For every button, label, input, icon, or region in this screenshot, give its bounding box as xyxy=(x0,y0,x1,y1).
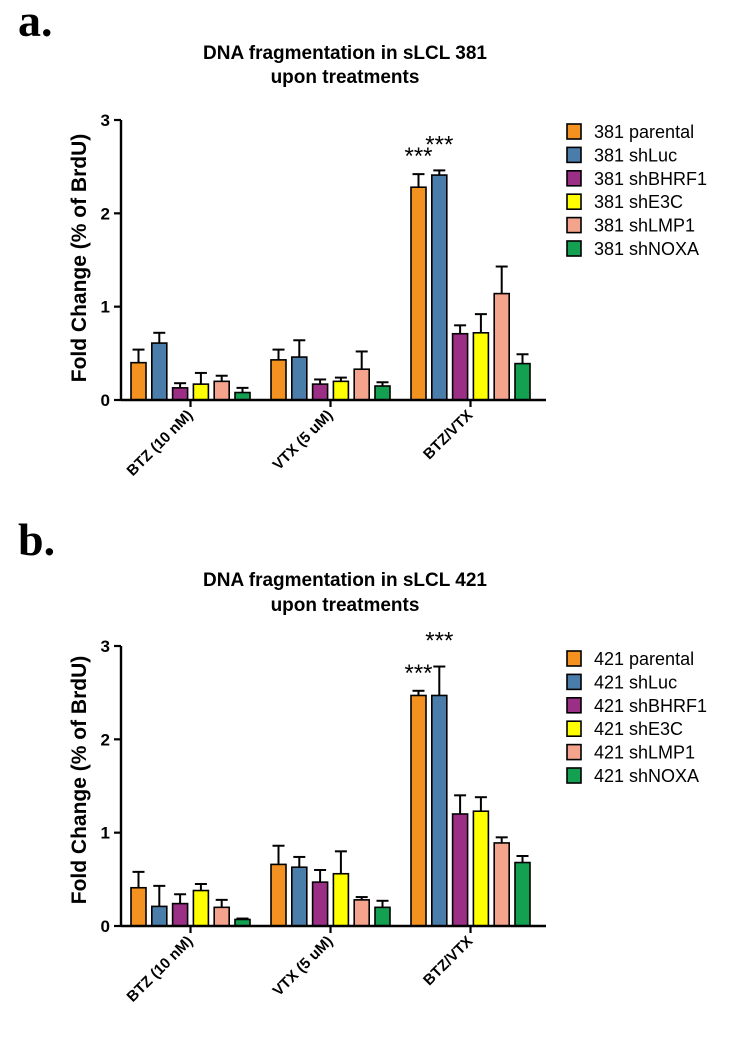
legend-label: 421 parental xyxy=(594,649,694,669)
y-tick-label: 1 xyxy=(101,298,110,317)
legend-swatch xyxy=(566,696,582,714)
legend-label: 381 parental xyxy=(594,122,694,142)
bar-btz-vtx-421-parental xyxy=(410,694,427,927)
panel-b-legend: 421 parental 421 shLuc 421 shBHRF1 421 shE3… xyxy=(566,649,707,786)
bar-vtx-5-um--421-shbhrf1 xyxy=(311,881,329,927)
panel-a-plot-area: 0 1 2 3 BTZ (10 nM) VTX (5 uM) BTZ/VTX ****** xyxy=(101,111,546,480)
legend-swatch xyxy=(566,650,582,667)
x-tick-label: BTZ/VTX xyxy=(420,933,476,989)
significance-marker: *** xyxy=(404,143,432,170)
legend-swatch xyxy=(566,240,582,257)
bar-vtx-5-um--421-parental xyxy=(270,863,287,927)
panel-a-y-axis-label: Fold Change (% of BrdU) xyxy=(68,134,91,382)
bar-btz-10-nm--421-parental xyxy=(130,886,147,927)
panel-a: a. DNA fragmentation in sLCL 381 upon tr… xyxy=(18,0,707,480)
panel-b-plot-area: 0 1 2 3 BTZ (10 nM) VTX (5 uM) BTZ/VTX *** *** xyxy=(101,628,546,1006)
legend-label: 381 shLMP1 xyxy=(594,216,695,236)
legend-swatch xyxy=(566,193,582,210)
legend-label: 381 shNOXA xyxy=(594,239,699,259)
bar-vtx-5-um--381-shluc xyxy=(290,356,308,401)
bar-vtx-5-um--381-shbhrf1 xyxy=(311,383,329,401)
significance-marker: *** xyxy=(425,131,453,158)
legend-swatch xyxy=(566,743,582,761)
legend-label: 421 shE3C xyxy=(594,719,683,739)
x-tick-label: VTX (5 uM) xyxy=(270,933,337,1000)
panel-b-title-line-2: upon treatments xyxy=(271,595,420,616)
bar-btz-vtx-421-shluc xyxy=(430,694,448,927)
significance-marker: *** xyxy=(425,628,453,655)
panel-a-title-line-2: upon treatments xyxy=(271,67,420,88)
bar-vtx-5-um--421-shlmp1 xyxy=(353,899,371,927)
bar-vtx-5-um--381-parental xyxy=(270,359,287,401)
bar-btz-vtx-381-shluc xyxy=(430,174,448,401)
bar-btz-10-nm--381-parental xyxy=(130,361,147,401)
bar-btz-vtx-381-parental xyxy=(410,186,427,401)
bar-btz-10-nm--381-shbhrf1 xyxy=(171,387,189,401)
legend-label: 421 shNOXA xyxy=(594,766,699,786)
panel-a-label: a. xyxy=(18,0,53,46)
bar-btz-10-nm--421-shlmp1 xyxy=(213,906,230,927)
bar-btz-10-nm--421-she3c xyxy=(192,889,210,927)
bar-vtx-5-um--421-she3c xyxy=(332,872,350,927)
bar-vtx-5-um--381-shlmp1 xyxy=(353,368,371,401)
bar-btz-10-nm--421-shluc xyxy=(151,905,168,927)
bar-btz-vtx-381-shbhrf1 xyxy=(451,332,469,401)
panel-b: b. DNA fragmentation in sLCL 421 upon tr… xyxy=(18,514,707,1006)
legend-label: 381 shBHRF1 xyxy=(594,169,707,189)
legend-swatch xyxy=(566,170,582,187)
y-tick-label: 0 xyxy=(101,917,110,936)
legend-swatch xyxy=(566,720,582,738)
x-tick-label: VTX (5 uM) xyxy=(270,407,337,474)
bar-btz-10-nm--421-shbhrf1 xyxy=(171,902,189,927)
bar-btz-10-nm--381-shluc xyxy=(151,342,168,401)
panel-b-label: b. xyxy=(18,514,55,565)
y-tick-label: 2 xyxy=(101,204,110,223)
bar-btz-vtx-381-shnoxa xyxy=(514,362,531,401)
bar-btz-vtx-421-she3c xyxy=(472,810,490,927)
bar-btz-vtx-421-shbhrf1 xyxy=(451,813,469,927)
y-tick-label: 0 xyxy=(101,391,110,410)
bar-btz-vtx-421-shlmp1 xyxy=(493,842,511,927)
legend-swatch xyxy=(566,123,582,140)
bar-btz-vtx-381-she3c xyxy=(472,331,490,401)
legend-swatch xyxy=(566,767,582,784)
y-tick-label: 3 xyxy=(101,637,110,656)
legend-label: 381 shLuc xyxy=(594,145,677,165)
bar-btz-10-nm--381-she3c xyxy=(192,383,210,401)
bar-vtx-5-um--421-shluc xyxy=(290,866,308,927)
legend-swatch xyxy=(566,146,582,164)
panel-a-title-line-1: DNA fragmentation in sLCL 381 xyxy=(203,43,487,64)
panel-b-y-axis-label: Fold Change (% of BrdU) xyxy=(68,656,91,904)
bar-vtx-5-um--381-shnoxa xyxy=(374,385,391,401)
legend-label: 381 shE3C xyxy=(594,192,683,212)
legend-label: 421 shBHRF1 xyxy=(594,696,707,716)
legend-swatch xyxy=(566,673,582,691)
bar-vtx-5-um--381-she3c xyxy=(332,380,350,401)
panel-a-legend: 381 parental 381 shLuc 381 shBHRF1 381 shE3… xyxy=(566,122,707,259)
y-tick-label: 1 xyxy=(101,824,110,843)
legend-label: 421 shLuc xyxy=(594,672,677,692)
legend-label: 421 shLMP1 xyxy=(594,743,695,763)
x-tick-label: BTZ (10 nM) xyxy=(124,407,197,480)
x-tick-label: BTZ/VTX xyxy=(420,407,476,463)
y-tick-label: 3 xyxy=(101,111,110,130)
x-tick-label: BTZ (10 nM) xyxy=(124,933,197,1006)
legend-swatch xyxy=(566,216,582,234)
y-tick-label: 2 xyxy=(101,730,110,749)
significance-marker: *** xyxy=(404,660,432,687)
bar-btz-vtx-421-shnoxa xyxy=(514,861,531,927)
bar-btz-10-nm--381-shlmp1 xyxy=(213,380,230,401)
panel-b-title-line-1: DNA fragmentation in sLCL 421 xyxy=(203,570,487,591)
bar-vtx-5-um--421-shnoxa xyxy=(374,906,391,927)
bar-btz-vtx-381-shlmp1 xyxy=(493,292,511,401)
